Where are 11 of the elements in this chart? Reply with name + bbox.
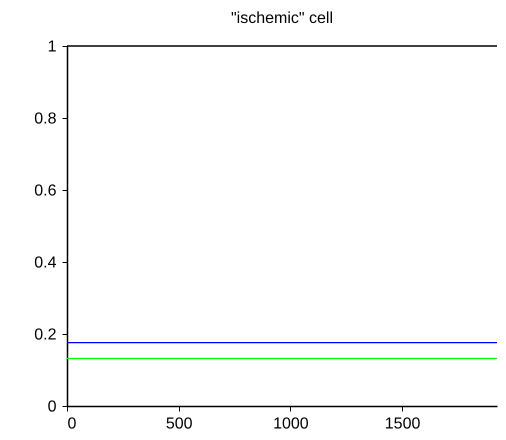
chart-title: "ischemic" cell xyxy=(230,10,334,27)
y-tick-label: 0.8 xyxy=(34,110,57,128)
y-tick-label: 0.6 xyxy=(34,182,57,200)
y-tick-label: 0.4 xyxy=(34,254,57,272)
x-tick-label: 1500 xyxy=(384,416,420,432)
x-tick-label: 0 xyxy=(68,416,76,432)
y-tick-label: 0 xyxy=(48,398,57,416)
y-tick-label: 0.2 xyxy=(34,326,57,344)
x-tick-label: 1000 xyxy=(273,416,309,432)
y-tick-label: 1 xyxy=(48,38,57,56)
x-tick-label: 500 xyxy=(166,416,193,432)
